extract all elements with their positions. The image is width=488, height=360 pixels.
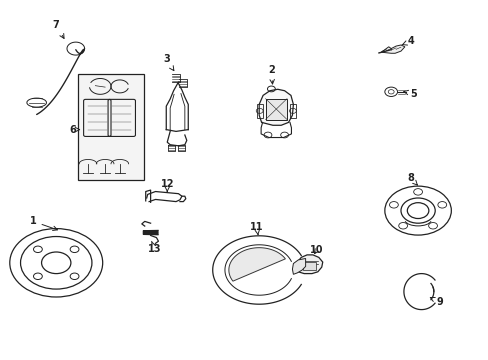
Bar [303,262,315,270]
Text: 3: 3 [163,54,174,71]
Bar [289,104,295,118]
Polygon shape [259,89,293,125]
Text: 1: 1 [30,216,58,230]
Bar [78,74,144,180]
Text: 13: 13 [147,241,161,254]
Text: 7: 7 [53,20,64,39]
Text: 6: 6 [69,125,80,135]
Text: 11: 11 [249,222,263,235]
Polygon shape [292,258,305,274]
Text: 8: 8 [407,173,417,185]
Text: 4: 4 [401,36,413,46]
Polygon shape [296,255,322,274]
Polygon shape [228,248,285,281]
Polygon shape [381,45,404,53]
Text: 5: 5 [403,89,416,99]
Text: 9: 9 [429,297,443,307]
Text: 12: 12 [160,179,174,192]
Bar [265,99,286,120]
Text: 10: 10 [309,245,323,255]
Text: 2: 2 [267,65,274,84]
Bar [256,104,262,118]
